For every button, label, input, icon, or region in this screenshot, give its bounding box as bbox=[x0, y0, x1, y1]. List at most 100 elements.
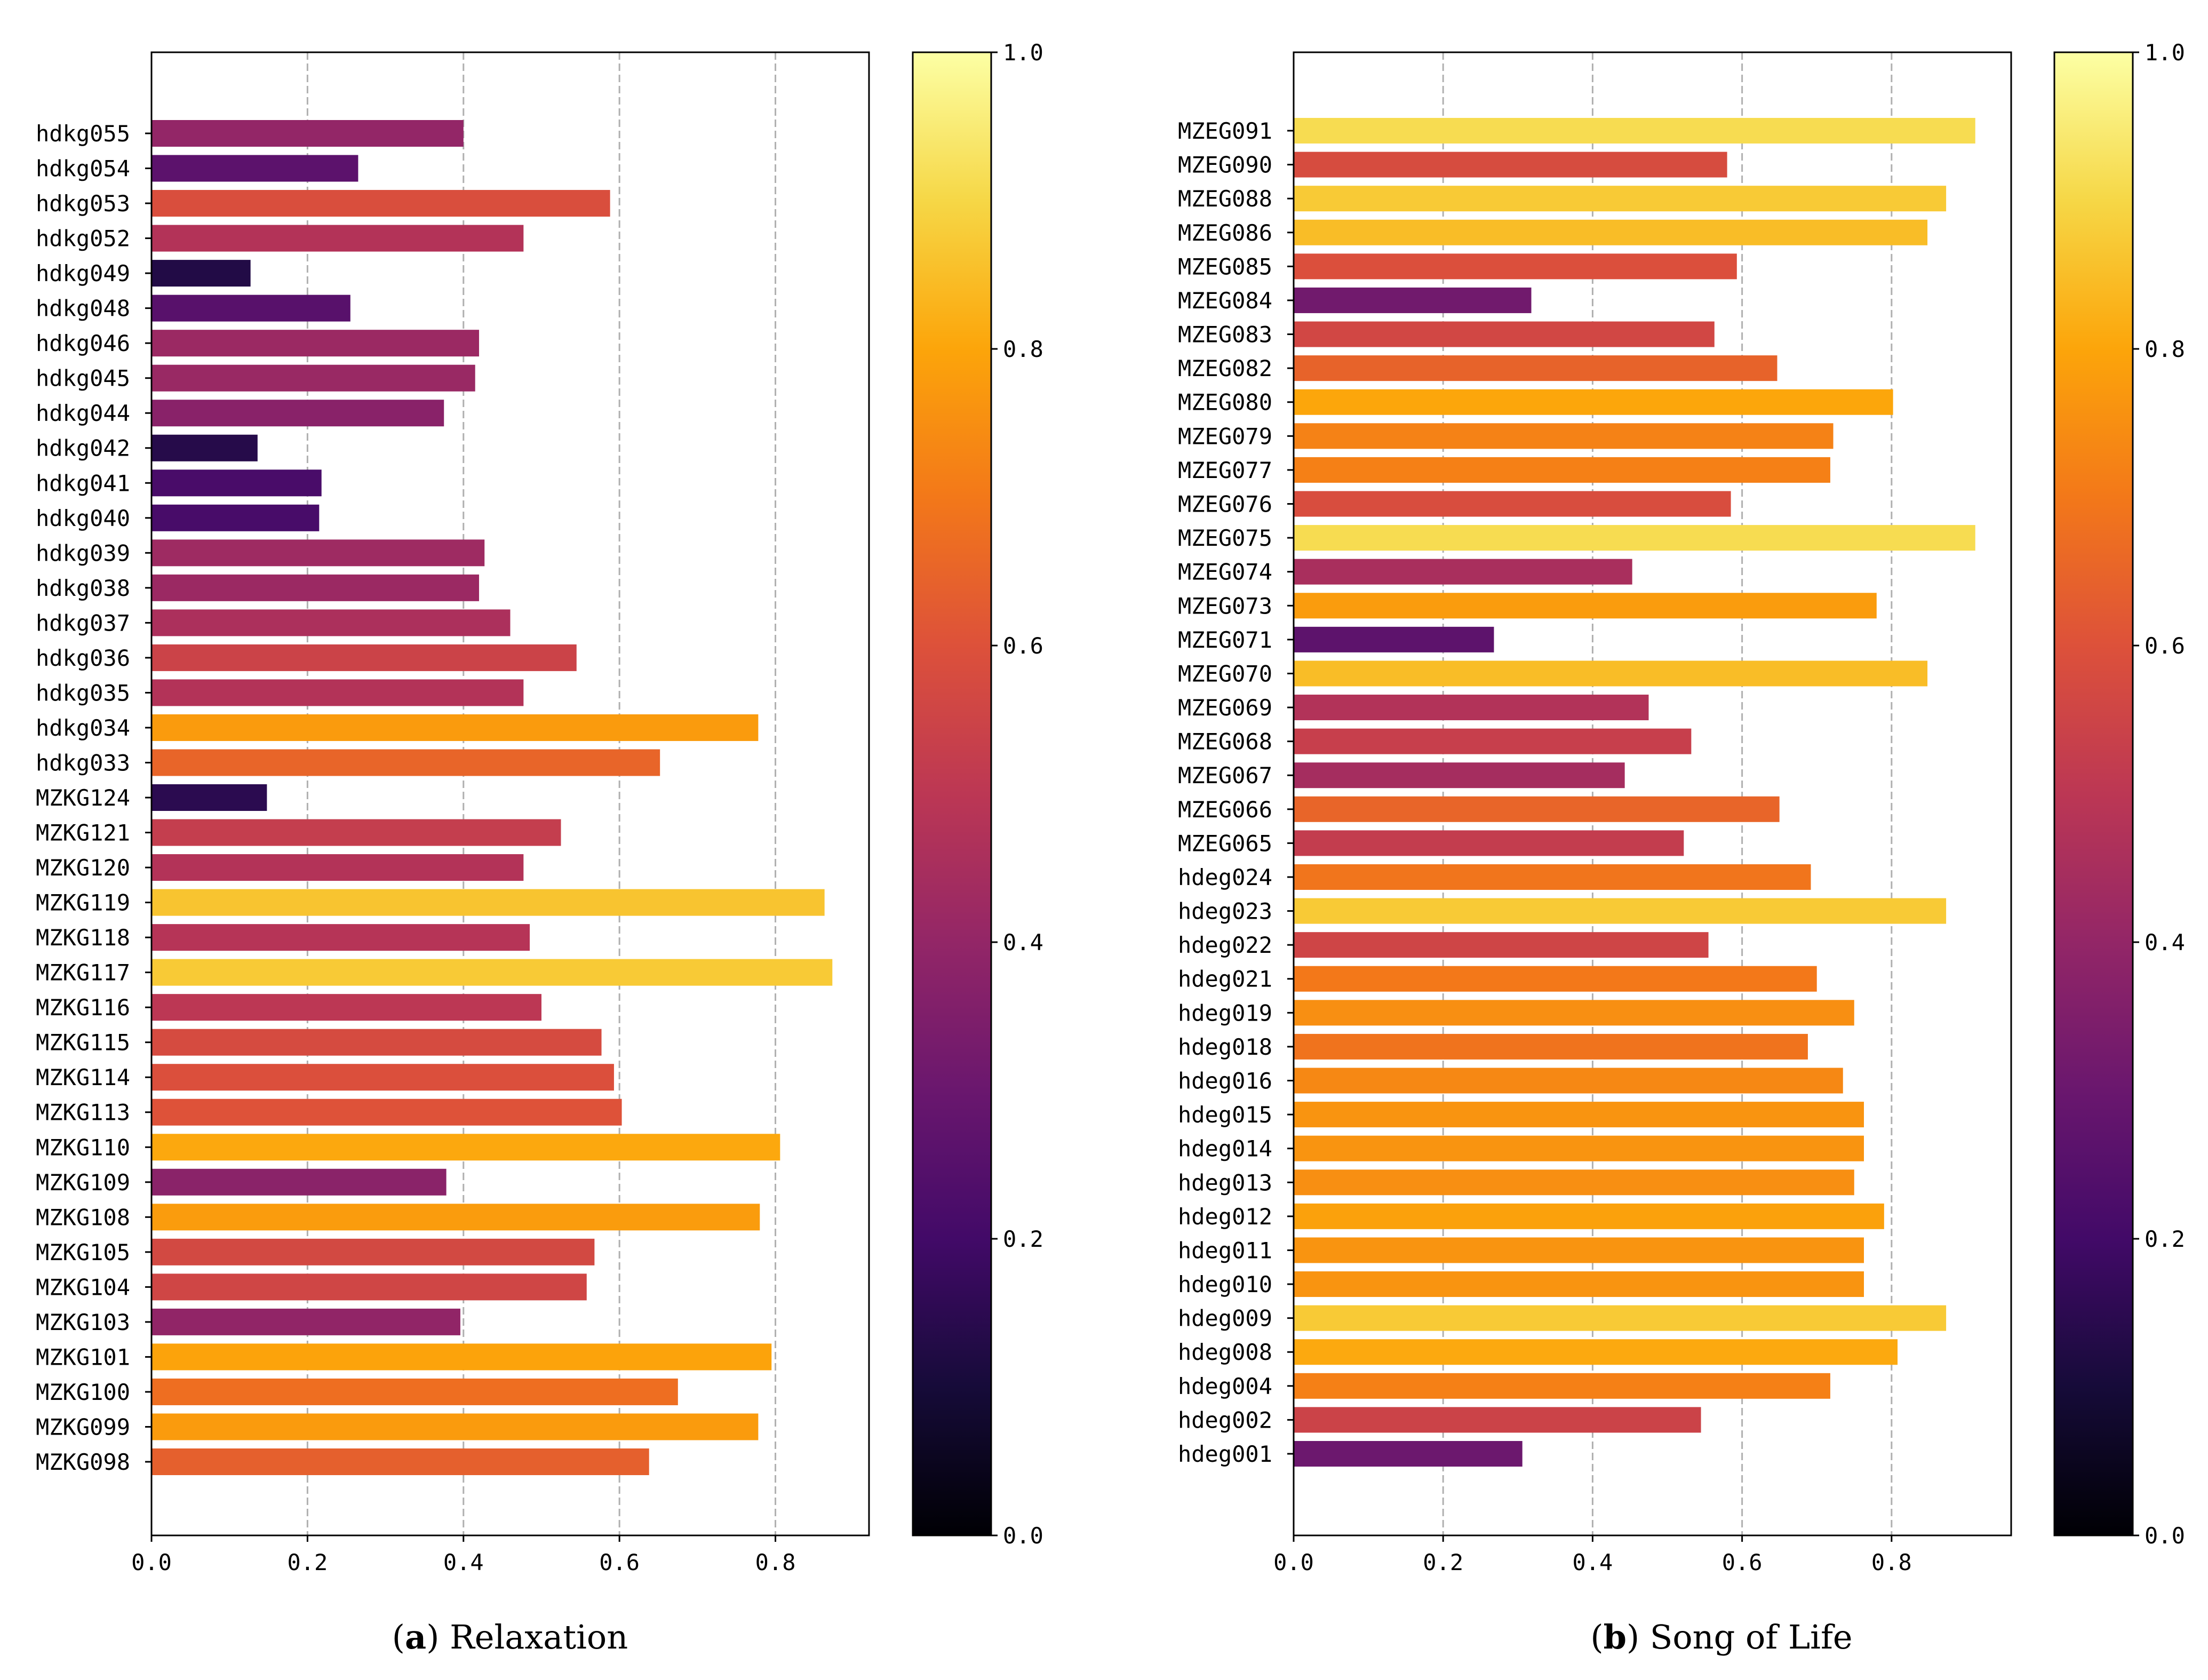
x-tick-label: 0.8 bbox=[1871, 1549, 1912, 1575]
bar-MZEG067 bbox=[1294, 762, 1625, 789]
bar-hdkg041 bbox=[152, 469, 322, 497]
y-tick-label-MZEG075: MZEG075 bbox=[1178, 525, 1272, 551]
bar-hdkg054 bbox=[152, 155, 358, 182]
y-tick-label-hdkg033: hdkg033 bbox=[36, 750, 130, 776]
y-tick-label-hdkg040: hdkg040 bbox=[36, 505, 130, 531]
bar-MZKG103 bbox=[152, 1308, 460, 1335]
colorbar-tick-label: 0.4 bbox=[2145, 929, 2185, 956]
bar-MZEG074 bbox=[1294, 559, 1632, 585]
caption-b: (b) Song of Life bbox=[1590, 1618, 1852, 1657]
plot-frame-a bbox=[150, 51, 870, 1536]
bar-MZEG082 bbox=[1294, 355, 1777, 381]
y-tick-label-MZKG120: MZKG120 bbox=[36, 855, 130, 881]
y-tick-label-hdkg042: hdkg042 bbox=[36, 435, 130, 461]
bar-hdkg045 bbox=[152, 364, 475, 392]
bar-hdkg037 bbox=[152, 609, 511, 636]
colorbar-tick-label: 0.8 bbox=[1003, 336, 1043, 362]
bar-hdkg055 bbox=[152, 120, 464, 147]
bar-MZKG101 bbox=[152, 1343, 772, 1371]
bar-MZKG117 bbox=[152, 959, 833, 986]
bar-hdkg049 bbox=[152, 260, 251, 287]
caption-text-a: Relaxation bbox=[450, 1618, 628, 1657]
y-tick-label-hdkg044: hdkg044 bbox=[36, 400, 130, 426]
bar-MZKG110 bbox=[152, 1134, 780, 1161]
bar-MZKG120 bbox=[152, 854, 524, 881]
bar-hdeg015 bbox=[1294, 1102, 1864, 1128]
bar-hdkg046 bbox=[152, 330, 480, 357]
y-tick-label-hdkg041: hdkg041 bbox=[36, 470, 130, 496]
y-tick-label-MZEG079: MZEG079 bbox=[1178, 423, 1272, 449]
bar-MZKG124 bbox=[152, 784, 267, 811]
y-tick-label-hdkg048: hdkg048 bbox=[36, 296, 130, 322]
colorbar-tick-label: 0.2 bbox=[1003, 1226, 1043, 1252]
y-tick-label-MZEG080: MZEG080 bbox=[1178, 389, 1272, 416]
bar-MZEG070 bbox=[1294, 660, 1928, 687]
colorbar-tick-label: 0.6 bbox=[1003, 633, 1043, 659]
bar-hdkg038 bbox=[152, 574, 480, 601]
y-tick-label-hdeg023: hdeg023 bbox=[1178, 898, 1272, 925]
y-tick-label-MZKG121: MZKG121 bbox=[36, 820, 130, 846]
y-tick-label-MZKG101: MZKG101 bbox=[36, 1344, 130, 1370]
bar-MZEG077 bbox=[1294, 457, 1830, 483]
chart-panel-b: MZEG091 MZEG090 MZEG088 MZEG086 MZEG085 MZEG0… bbox=[1178, 39, 2185, 1657]
y-tick-label-MZKG105: MZKG105 bbox=[36, 1239, 130, 1265]
y-tick-label-MZKG109: MZKG109 bbox=[36, 1169, 130, 1196]
y-tick-label-MZKG114: MZKG114 bbox=[36, 1064, 130, 1090]
bar-MZKG099 bbox=[152, 1413, 759, 1440]
bar-MZKG118 bbox=[152, 924, 530, 951]
y-tick-label-MZKG099: MZKG099 bbox=[36, 1414, 130, 1440]
bar-hdeg011 bbox=[1294, 1237, 1864, 1263]
y-tick-label-hdeg001: hdeg001 bbox=[1178, 1441, 1272, 1467]
y-tick-label-hdeg014: hdeg014 bbox=[1178, 1136, 1272, 1162]
y-tick-label-MZEG076: MZEG076 bbox=[1178, 491, 1272, 517]
colorbar-tick-label: 1.0 bbox=[2145, 39, 2185, 66]
bar-hdeg024 bbox=[1294, 864, 1811, 890]
colorbar-tick-label: 1.0 bbox=[1003, 39, 1043, 66]
bar-MZEG084 bbox=[1294, 287, 1532, 313]
bar-hdeg019 bbox=[1294, 1000, 1854, 1026]
y-tick-label-hdkg036: hdkg036 bbox=[36, 645, 130, 671]
colorbar-a bbox=[912, 51, 992, 1536]
y-tick-label-hdkg034: hdkg034 bbox=[36, 715, 130, 741]
x-tick-label: 0.0 bbox=[1273, 1549, 1314, 1575]
caption-text-b: Song of Life bbox=[1650, 1618, 1853, 1657]
y-tick-label-MZKG108: MZKG108 bbox=[36, 1204, 130, 1230]
y-tick-label-MZEG077: MZEG077 bbox=[1178, 457, 1272, 483]
y-tick-label-MZKG115: MZKG115 bbox=[36, 1030, 130, 1056]
bar-hdeg016 bbox=[1294, 1068, 1843, 1094]
y-tick-label-MZEG066: MZEG066 bbox=[1178, 797, 1272, 823]
bar-hdkg040 bbox=[152, 504, 320, 531]
bar-MZEG080 bbox=[1294, 389, 1893, 415]
y-tick-label-hdkg054: hdkg054 bbox=[36, 156, 130, 182]
y-tick-label-MZEG082: MZEG082 bbox=[1178, 355, 1272, 381]
bar-hdkg044 bbox=[152, 400, 444, 427]
bar-hdkg036 bbox=[152, 644, 577, 671]
x-tick-label: 0.2 bbox=[287, 1549, 328, 1575]
y-tick-label-MZEG086: MZEG086 bbox=[1178, 220, 1272, 246]
y-tick-label-MZEG073: MZEG073 bbox=[1178, 593, 1272, 619]
colorbar-tick-label: 0.8 bbox=[2145, 336, 2185, 362]
bar-MZEG066 bbox=[1294, 796, 1780, 822]
x-tick-label: 0.8 bbox=[755, 1549, 796, 1575]
bar-hdeg002 bbox=[1294, 1407, 1701, 1433]
y-tick-label-MZKG116: MZKG116 bbox=[36, 994, 130, 1021]
y-tick-label-hdkg055: hdkg055 bbox=[36, 121, 130, 147]
x-tick-label: 0.6 bbox=[1722, 1549, 1763, 1575]
bar-hdeg009 bbox=[1294, 1305, 1947, 1331]
y-tick-label-MZKG103: MZKG103 bbox=[36, 1309, 130, 1335]
bar-MZEG068 bbox=[1294, 728, 1692, 754]
y-tick-label-MZEG085: MZEG085 bbox=[1178, 253, 1272, 280]
colorbar-tick-label: 0.0 bbox=[2145, 1523, 2185, 1549]
bar-MZEG086 bbox=[1294, 219, 1928, 245]
bar-hdeg022 bbox=[1294, 932, 1709, 958]
bar-MZEG088 bbox=[1294, 186, 1947, 212]
bar-MZEG090 bbox=[1294, 152, 1727, 178]
bar-hdeg010 bbox=[1294, 1271, 1864, 1297]
bar-hdkg033 bbox=[152, 749, 660, 776]
y-tick-label-MZEG065: MZEG065 bbox=[1178, 830, 1272, 856]
bar-hdeg012 bbox=[1294, 1203, 1884, 1229]
y-tick-label-MZEG083: MZEG083 bbox=[1178, 322, 1272, 348]
bars-b bbox=[1294, 118, 1975, 1467]
bar-hdeg021 bbox=[1294, 966, 1817, 992]
